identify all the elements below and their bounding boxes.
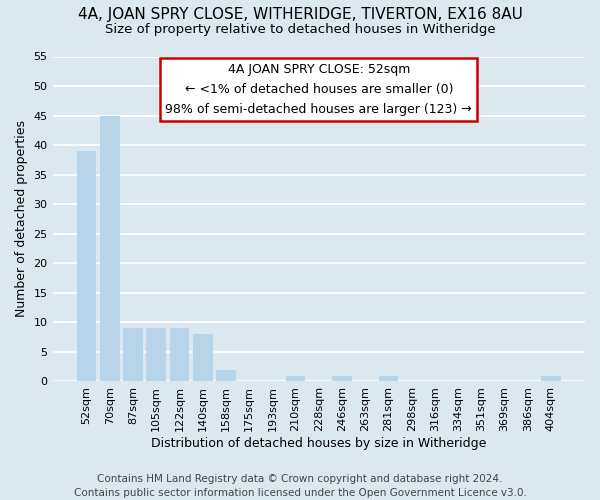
- Text: 4A JOAN SPRY CLOSE: 52sqm
← <1% of detached houses are smaller (0)
98% of semi-d: 4A JOAN SPRY CLOSE: 52sqm ← <1% of detac…: [166, 63, 472, 116]
- Bar: [216, 370, 236, 382]
- Text: Contains HM Land Registry data © Crown copyright and database right 2024.
Contai: Contains HM Land Registry data © Crown c…: [74, 474, 526, 498]
- Bar: [170, 328, 190, 382]
- Text: Size of property relative to detached houses in Witheridge: Size of property relative to detached ho…: [104, 22, 496, 36]
- Y-axis label: Number of detached properties: Number of detached properties: [15, 120, 28, 318]
- Bar: [77, 151, 97, 382]
- X-axis label: Distribution of detached houses by size in Witheridge: Distribution of detached houses by size …: [151, 437, 487, 450]
- Bar: [100, 116, 119, 382]
- Text: 4A, JOAN SPRY CLOSE, WITHERIDGE, TIVERTON, EX16 8AU: 4A, JOAN SPRY CLOSE, WITHERIDGE, TIVERTO…: [77, 8, 523, 22]
- Bar: [146, 328, 166, 382]
- Bar: [193, 334, 212, 382]
- Bar: [379, 376, 398, 382]
- Bar: [286, 376, 305, 382]
- Bar: [332, 376, 352, 382]
- Bar: [541, 376, 561, 382]
- Bar: [123, 328, 143, 382]
